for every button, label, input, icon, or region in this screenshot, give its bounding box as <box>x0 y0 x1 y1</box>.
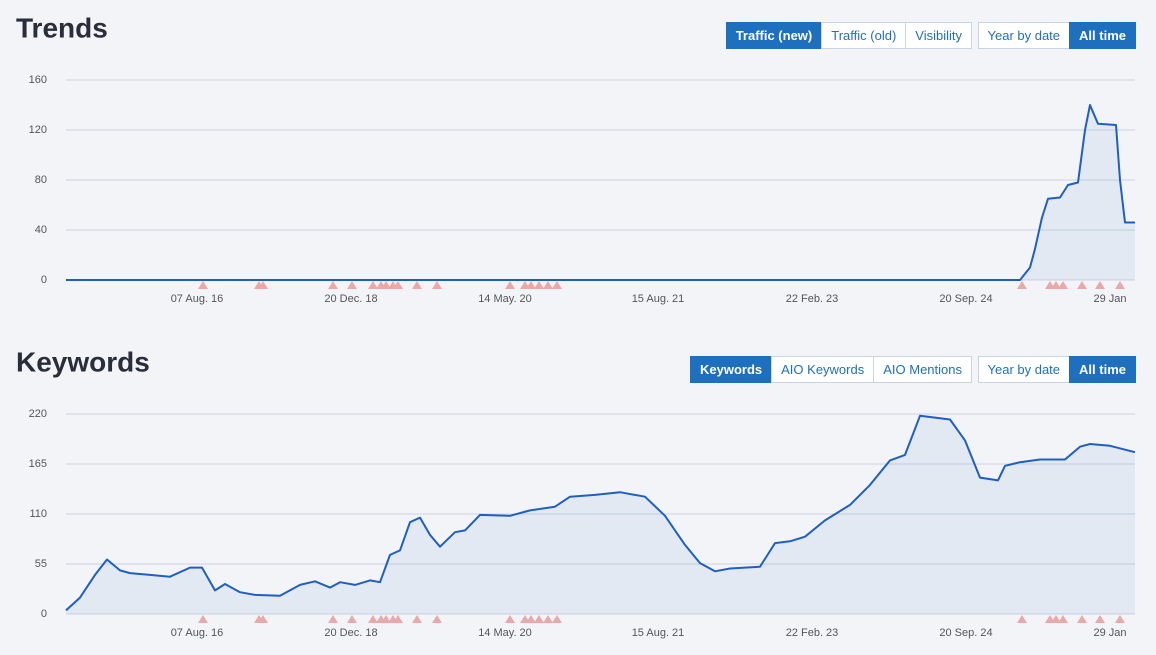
button-group: Traffic (new) Traffic (old) Visibility <box>725 22 972 49</box>
event-marker <box>347 281 357 289</box>
event-marker <box>526 281 536 289</box>
event-marker <box>432 281 442 289</box>
x-tick-label: 22 Feb. 23 <box>786 627 839 639</box>
tab-button[interactable]: Year by date <box>977 22 1071 49</box>
event-marker <box>368 615 378 623</box>
y-tick-label: 160 <box>29 74 47 86</box>
x-tick-label: 20 Sep. 24 <box>939 627 992 639</box>
event-marker <box>412 281 422 289</box>
event-marker <box>1058 281 1068 289</box>
area <box>66 105 1135 280</box>
event-marker <box>198 281 208 289</box>
x-tick-label: 14 May. 20 <box>478 293 532 305</box>
y-tick-label: 0 <box>41 274 47 286</box>
x-tick-label: 29 Jan <box>1093 627 1126 639</box>
y-tick-label: 110 <box>29 508 47 520</box>
tab-button[interactable]: Keywords <box>690 356 773 383</box>
tab-button[interactable]: Visibility <box>905 22 972 49</box>
event-marker <box>347 615 357 623</box>
event-marker <box>1017 615 1027 623</box>
x-tick-label: 29 Jan <box>1093 293 1126 305</box>
button-group: Year by date All time <box>977 22 1136 49</box>
x-tick-label: 07 Aug. 16 <box>171 293 224 305</box>
event-marker <box>505 615 515 623</box>
event-marker <box>1115 281 1125 289</box>
x-tick-label: 20 Dec. 18 <box>324 627 377 639</box>
x-tick-label: 20 Dec. 18 <box>324 293 377 305</box>
x-tick-label: 14 May. 20 <box>478 627 532 639</box>
event-marker <box>412 615 422 623</box>
event-marker <box>1058 615 1068 623</box>
event-marker <box>1077 615 1087 623</box>
tab-button[interactable]: Year by date <box>977 356 1071 383</box>
line <box>65 414 1136 612</box>
event-marker <box>1077 281 1087 289</box>
button-group: Year by date All time <box>977 356 1136 383</box>
event-marker <box>381 615 391 623</box>
section-title: Keywords <box>16 346 150 377</box>
event-marker <box>328 615 338 623</box>
event-marker <box>543 281 553 289</box>
event-marker <box>534 615 544 623</box>
tab-button[interactable]: Traffic (new) <box>725 22 823 49</box>
y-tick-label: 55 <box>35 558 47 570</box>
area <box>66 415 1135 614</box>
event-marker <box>1095 281 1105 289</box>
event-marker <box>381 281 391 289</box>
y-tick-label: 220 <box>29 408 47 420</box>
y-tick-label: 120 <box>29 124 47 136</box>
tab-button[interactable]: Traffic (old) <box>821 22 907 49</box>
event-marker <box>1115 615 1125 623</box>
event-marker <box>552 615 562 623</box>
event-marker <box>543 615 553 623</box>
event-marker <box>258 615 268 623</box>
x-tick-label: 20 Sep. 24 <box>939 293 992 305</box>
event-marker <box>1051 281 1061 289</box>
line <box>66 104 1135 281</box>
event-marker <box>258 281 268 289</box>
event-marker <box>393 615 403 623</box>
y-tick-label: 0 <box>41 608 47 620</box>
section-title: Trends <box>16 12 108 43</box>
y-tick-label: 80 <box>35 174 47 186</box>
button-group: Keywords AIO Keywords AIO Mentions <box>690 356 972 383</box>
tab-button[interactable]: AIO Keywords <box>771 356 875 383</box>
event-marker <box>552 281 562 289</box>
event-marker <box>1095 615 1105 623</box>
tab-button[interactable]: All time <box>1069 356 1136 383</box>
x-tick-label: 07 Aug. 16 <box>171 627 224 639</box>
event-marker <box>198 615 208 623</box>
event-marker <box>526 615 536 623</box>
x-tick-label: 15 Aug. 21 <box>632 293 685 305</box>
event-marker <box>505 281 515 289</box>
event-marker <box>534 281 544 289</box>
y-tick-label: 165 <box>29 458 47 470</box>
event-marker <box>368 281 378 289</box>
tab-button[interactable]: AIO Mentions <box>873 356 972 383</box>
event-marker <box>1017 281 1027 289</box>
event-marker <box>432 615 442 623</box>
event-marker <box>328 281 338 289</box>
tab-button[interactable]: All time <box>1069 22 1136 49</box>
x-tick-label: 15 Aug. 21 <box>632 627 685 639</box>
x-tick-label: 22 Feb. 23 <box>786 293 839 305</box>
event-marker <box>1051 615 1061 623</box>
event-marker <box>393 281 403 289</box>
y-tick-label: 40 <box>35 224 47 236</box>
